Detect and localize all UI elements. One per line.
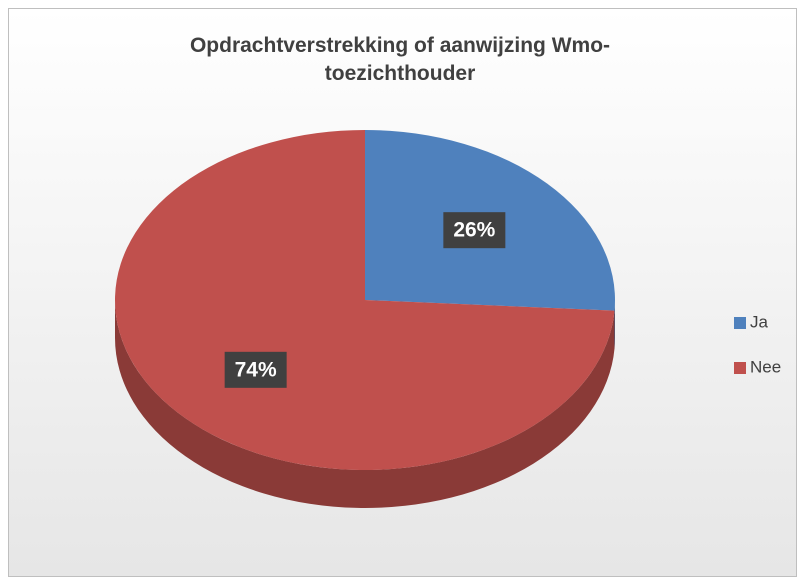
data-label: 26%	[453, 219, 495, 242]
legend-swatch	[734, 317, 746, 329]
data-label-box	[224, 351, 287, 388]
slice-side	[115, 300, 615, 508]
data-label: 74%	[235, 358, 277, 381]
data-label-box	[443, 212, 506, 249]
legend-swatch	[734, 362, 746, 374]
legend-label: Nee	[750, 357, 781, 376]
legend-label: Ja	[750, 312, 769, 331]
chart-title: Opdrachtverstrekking of aanwijzing Wmo-t…	[189, 34, 611, 86]
